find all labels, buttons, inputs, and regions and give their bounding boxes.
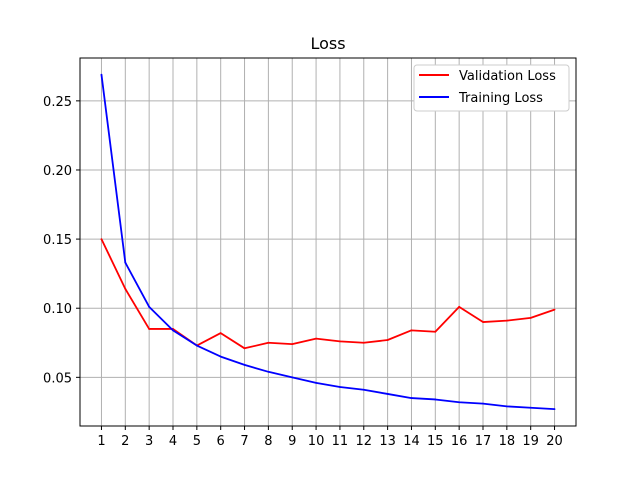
x-tick-label: 9 <box>288 434 296 449</box>
legend-label-validation: Validation Loss <box>459 69 556 84</box>
data-point-validation-loss <box>458 305 461 308</box>
y-tick-label: 0.10 <box>43 302 72 317</box>
x-tick-label: 15 <box>427 434 444 449</box>
x-tick-label: 13 <box>379 434 396 449</box>
y-tick-label: 0.25 <box>43 95 72 110</box>
x-tick-label: 17 <box>475 434 492 449</box>
data-point-validation-loss <box>243 347 246 350</box>
data-point-training-loss <box>339 386 341 388</box>
y-axis: 0.05 0.10 0.15 0.20 0.25 <box>43 95 80 386</box>
grid <box>80 58 576 426</box>
data-point-training-loss <box>219 355 222 358</box>
x-tick-label: 2 <box>121 434 129 449</box>
data-point-training-loss <box>458 401 461 404</box>
x-tick-label: 4 <box>169 434 177 449</box>
x-tick-label: 1 <box>97 434 105 449</box>
y-tick-label: 0.15 <box>43 233 72 248</box>
data-point-training-loss <box>315 381 317 384</box>
data-point-validation-loss <box>291 343 294 346</box>
y-tick-label: 0.20 <box>43 164 72 179</box>
x-tick-label: 16 <box>451 434 468 449</box>
x-axis: 1 2 3 4 5 6 7 8 9 10 11 12 13 14 15 16 17 18 19 20 <box>97 426 563 449</box>
series-lines <box>100 73 556 411</box>
series-line-training-loss <box>100 74 555 411</box>
x-tick-label: 5 <box>193 434 201 449</box>
legend: Validation Loss Training Loss <box>413 64 570 112</box>
data-point-validation-loss <box>148 328 151 330</box>
data-point-validation-loss <box>553 308 556 311</box>
plot-frame <box>79 57 577 427</box>
data-point-validation-loss <box>339 340 341 343</box>
data-point-training-loss <box>124 261 127 264</box>
data-point-validation-loss <box>410 329 413 332</box>
x-tick-label: 20 <box>546 434 563 449</box>
data-point-validation-loss <box>315 337 317 340</box>
data-point-training-loss <box>172 329 174 332</box>
legend-box <box>413 64 570 112</box>
x-tick-label: 8 <box>264 434 272 449</box>
data-point-training-loss <box>267 370 270 373</box>
x-tick-label: 6 <box>217 434 225 449</box>
data-point-validation-loss <box>386 339 389 341</box>
data-point-training-loss <box>362 388 365 391</box>
data-point-training-loss <box>243 363 246 366</box>
data-point-validation-loss <box>124 287 127 290</box>
data-point-validation-loss <box>267 341 270 344</box>
x-tick-label: 12 <box>355 434 372 449</box>
data-point-validation-loss <box>219 332 222 335</box>
data-point-training-loss <box>386 393 389 395</box>
data-point-validation-loss <box>505 319 508 322</box>
data-point-training-loss <box>410 397 413 399</box>
data-point-training-loss <box>291 376 294 379</box>
x-tick-label: 14 <box>403 434 420 449</box>
chart-title: Loss <box>310 34 345 53</box>
data-point-validation-loss <box>362 341 365 344</box>
data-point-training-loss <box>482 402 484 405</box>
data-point-training-loss <box>529 406 532 409</box>
x-tick-label: 19 <box>522 434 539 449</box>
data-point-validation-loss <box>434 330 437 333</box>
data-point-training-loss <box>553 408 556 411</box>
data-point-validation-loss <box>100 238 103 240</box>
legend-label-training: Training Loss <box>458 91 543 106</box>
data-point-validation-loss <box>529 316 532 319</box>
data-point-training-loss <box>505 405 508 408</box>
x-tick-label: 3 <box>145 434 153 449</box>
x-tick-label: 10 <box>308 434 325 449</box>
series-line-validation-loss <box>100 238 555 350</box>
data-point-training-loss <box>148 305 151 308</box>
x-tick-label: 18 <box>499 434 516 449</box>
x-tick-label: 7 <box>240 434 248 449</box>
data-point-validation-loss <box>482 321 484 323</box>
data-point-training-loss <box>434 398 437 401</box>
x-tick-label: 11 <box>332 434 349 449</box>
data-point-training-loss <box>195 344 198 347</box>
data-point-training-loss <box>100 73 103 76</box>
y-tick-label: 0.05 <box>43 371 72 386</box>
